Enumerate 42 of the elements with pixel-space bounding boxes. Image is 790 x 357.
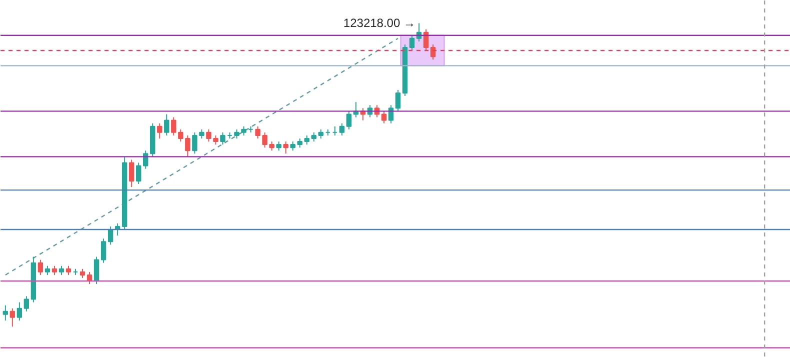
candlestick — [199, 128, 204, 139]
candlestick — [255, 126, 260, 139]
candlestick — [213, 134, 218, 146]
candlestick — [276, 141, 282, 152]
candlestick — [234, 128, 240, 139]
candlestick — [136, 162, 142, 184]
candlestick — [220, 132, 226, 146]
candlestick — [94, 256, 100, 285]
candlestick — [241, 126, 246, 136]
candlestick — [304, 134, 310, 146]
candlestick — [297, 138, 302, 148]
candlestick — [171, 116, 176, 136]
candlestick — [381, 110, 387, 124]
candlestick — [192, 132, 198, 154]
candlestick — [66, 265, 72, 276]
candlestick — [262, 132, 268, 148]
candlestick — [52, 265, 58, 276]
candlestick — [409, 34, 415, 52]
candlestick — [80, 268, 86, 278]
candlestick — [164, 114, 170, 136]
candlestick — [395, 89, 401, 112]
candlestick — [58, 265, 64, 276]
candlestick — [24, 296, 30, 312]
candlestick — [10, 308, 16, 328]
candlestick — [339, 122, 344, 136]
candlestick — [346, 110, 352, 130]
candlestick — [423, 28, 429, 52]
candlestick — [290, 141, 296, 152]
candlestick — [44, 265, 50, 276]
candlestick — [206, 128, 212, 142]
candlestick — [128, 159, 134, 188]
candlestick — [185, 134, 190, 158]
candlestick — [157, 122, 162, 139]
candlestick — [269, 141, 274, 152]
candlestick — [100, 238, 106, 264]
candlestick — [16, 302, 22, 321]
candlestick — [430, 44, 436, 60]
candlestick — [283, 141, 288, 154]
candlestick — [2, 304, 8, 321]
candlestick — [178, 128, 184, 142]
annotation: 123218.00 → — [343, 16, 416, 30]
candlestick — [38, 259, 44, 276]
